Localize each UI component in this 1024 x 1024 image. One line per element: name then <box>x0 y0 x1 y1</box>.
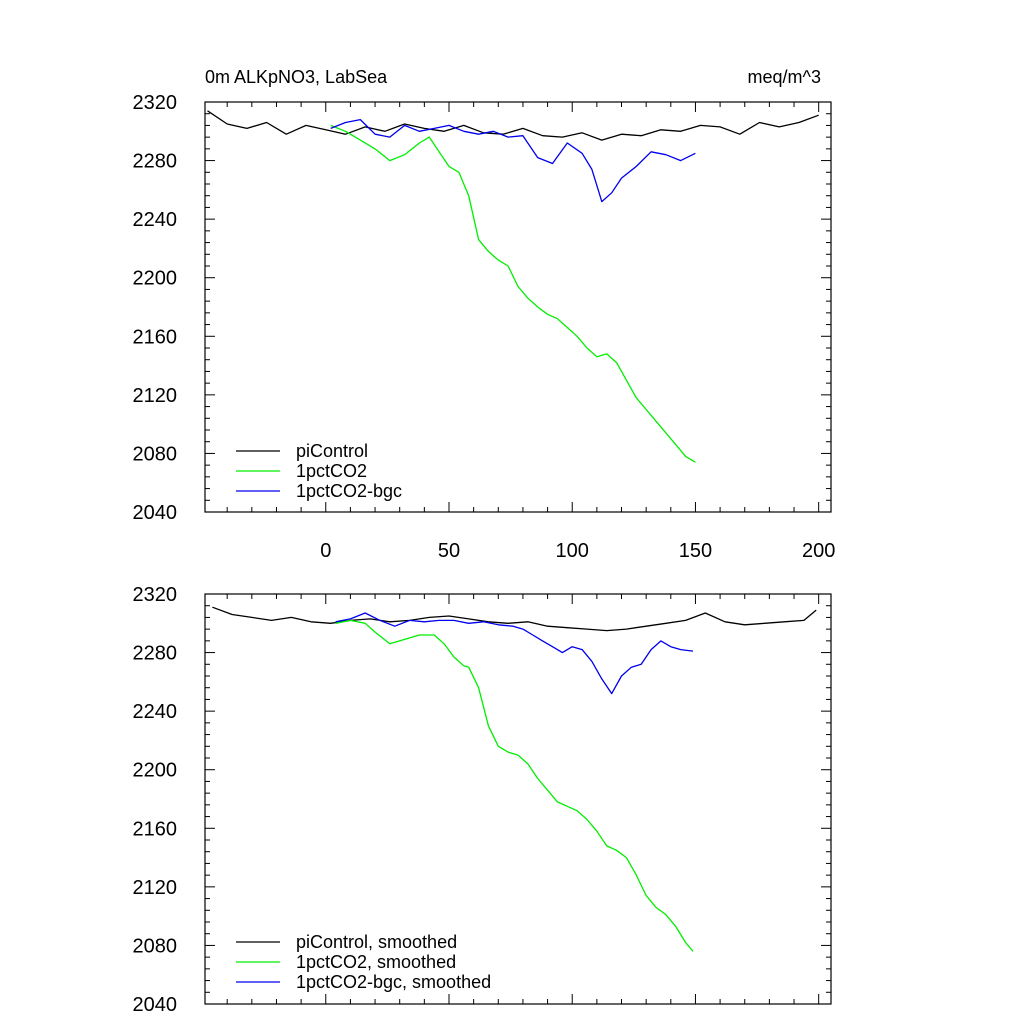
legend-label: 1pctCO2-bgc, smoothed <box>296 972 491 992</box>
y-tick-label: 2280 <box>133 643 178 665</box>
x-tick-label: 50 <box>438 540 460 562</box>
y-tick-label: 2080 <box>133 935 178 957</box>
y-tick-label: 2240 <box>133 701 178 723</box>
y-tick-label: 2120 <box>133 877 178 899</box>
y-tick-label: 2040 <box>133 994 178 1016</box>
y-tick-label: 2160 <box>133 326 178 348</box>
y-tick-label: 2040 <box>133 502 178 524</box>
y-tick-label: 2120 <box>133 385 178 407</box>
legend-label: piControl, smoothed <box>296 932 457 952</box>
plot-frame <box>204 101 832 513</box>
y-tick-label: 2240 <box>133 209 178 231</box>
series-line-picontrol-smoothed <box>212 606 817 632</box>
x-tick-label: 100 <box>556 540 589 562</box>
bottom-panel: 2040 2080 2120 2160 2200 2240 2280 2320 piContro… <box>133 584 832 1016</box>
chart-units: meq/m^3 <box>748 67 821 87</box>
y-tick-label: 2200 <box>133 760 178 782</box>
series-line-1pctco2 <box>330 124 696 463</box>
series-line-1pctco2-smoothed <box>335 619 694 952</box>
series-line-1pctco2-bgc-smoothed <box>335 612 694 695</box>
y-tick-label: 2160 <box>133 818 178 840</box>
legend-label: 1pctCO2, smoothed <box>296 952 456 972</box>
y-tick-label: 2200 <box>133 268 178 290</box>
y-tick-label: 2320 <box>133 584 178 606</box>
x-tick-label: 200 <box>802 540 835 562</box>
x-tick-label: 150 <box>679 540 712 562</box>
plot-frame <box>204 593 832 1005</box>
legend-label: 1pctCO2-bgc <box>296 481 402 501</box>
x-tick-label: 0 <box>320 540 331 562</box>
top-panel: 0m ALKpNO3, LabSea meq/m^3 2040 2080 2120 216… <box>133 67 836 562</box>
legend-label: 1pctCO2 <box>296 461 367 481</box>
y-tick-label: 2280 <box>133 151 178 173</box>
y-tick-label: 2080 <box>133 443 178 465</box>
y-tick-label: 2320 <box>133 92 178 114</box>
series-line-1pctco2-bgc <box>330 118 696 203</box>
series-line-picontrol <box>207 110 819 141</box>
chart-title: 0m ALKpNO3, LabSea <box>205 67 388 87</box>
legend-label: piControl <box>296 441 368 461</box>
